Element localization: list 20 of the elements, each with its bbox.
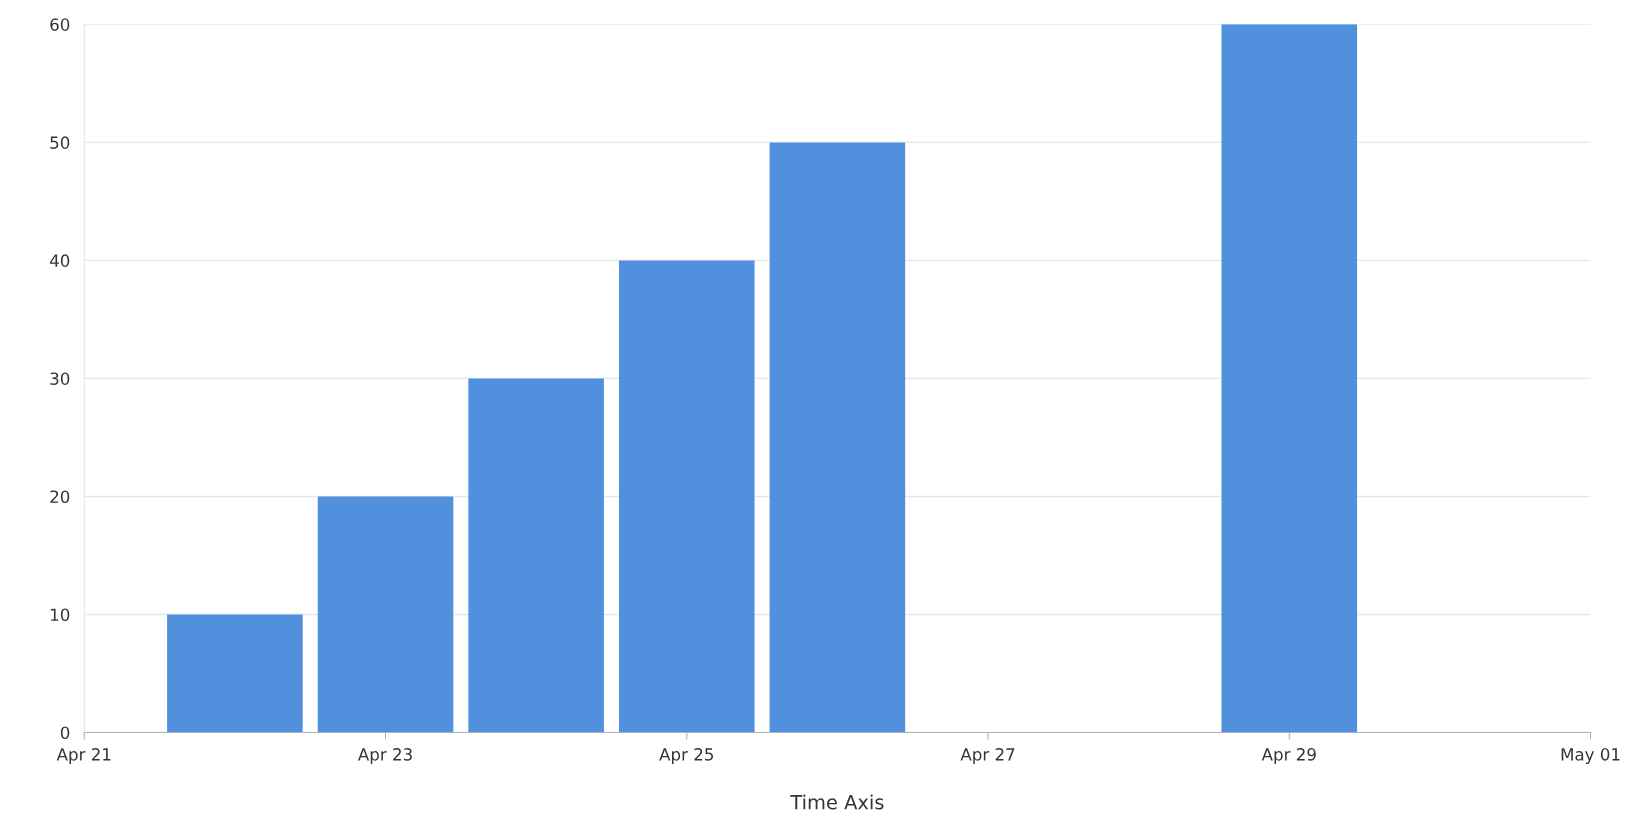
x-axis-title: Time Axis	[790, 794, 884, 810]
x-tick-label: Apr 27	[960, 748, 1015, 764]
bar	[317, 496, 454, 733]
bar	[1221, 24, 1358, 733]
x-tick-label: May 01	[1561, 748, 1620, 764]
y-tick-label: 60	[50, 18, 70, 31]
bar	[468, 378, 604, 733]
bar	[769, 142, 906, 733]
x-tick-label: Apr 21	[56, 748, 111, 764]
bar	[167, 614, 303, 733]
x-tick-label: Apr 23	[357, 748, 412, 764]
y-tick-label: 10	[51, 608, 70, 622]
bar	[618, 260, 755, 733]
y-tick-label: 0	[60, 726, 70, 740]
y-tick-label: 40	[49, 254, 70, 267]
y-tick-label: 50	[50, 136, 70, 149]
y-tick-label: 30	[50, 372, 70, 385]
x-tick-label: Apr 25	[659, 748, 713, 764]
y-tick-label: 20	[50, 490, 70, 504]
x-tick-label: Apr 29	[1261, 748, 1316, 764]
